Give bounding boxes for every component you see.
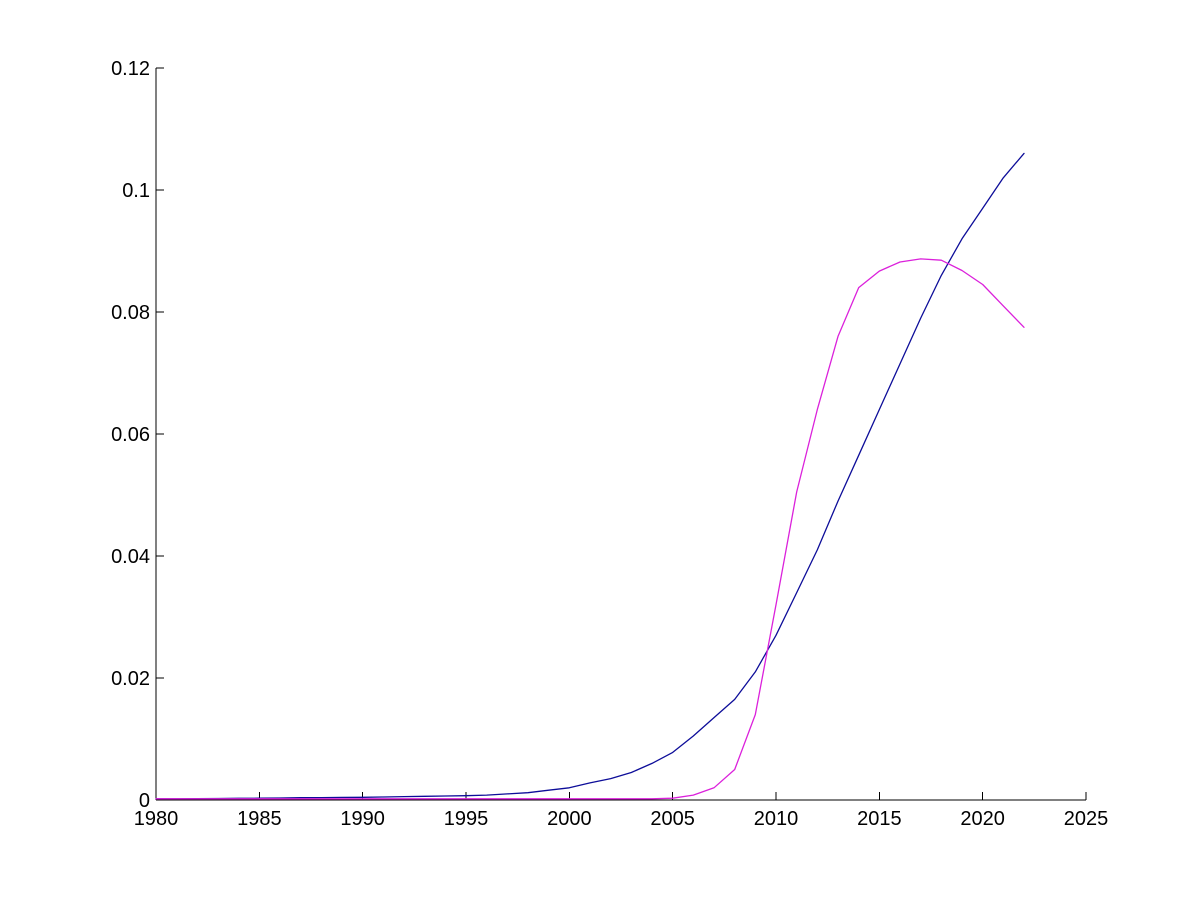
x-tick-label: 1980 — [134, 808, 179, 830]
x-tick-label: 2010 — [754, 808, 799, 830]
x-tick-label: 1990 — [340, 808, 385, 830]
dark-blue-curve — [155, 152, 1025, 800]
x-tick-label: 2020 — [960, 808, 1005, 830]
x-tick-label: 2015 — [857, 808, 902, 830]
x-tick-label: 1995 — [444, 808, 489, 830]
x-tick-label: 2000 — [547, 808, 592, 830]
y-tick-label: 0.04 — [111, 546, 150, 568]
y-tick-label: 0 — [139, 790, 150, 812]
y-tick-label: 0.08 — [111, 302, 150, 324]
magenta-curve — [155, 258, 1025, 800]
x-tick-label: 2005 — [650, 808, 695, 830]
y-tick-label: 0.06 — [111, 424, 150, 446]
y-tick-label: 0.12 — [111, 58, 150, 80]
x-tick-label: 2025 — [1064, 808, 1109, 830]
y-tick-label: 0.02 — [111, 668, 150, 690]
y-tick-label: 0.1 — [122, 180, 150, 202]
x-tick-label: 1985 — [237, 808, 282, 830]
